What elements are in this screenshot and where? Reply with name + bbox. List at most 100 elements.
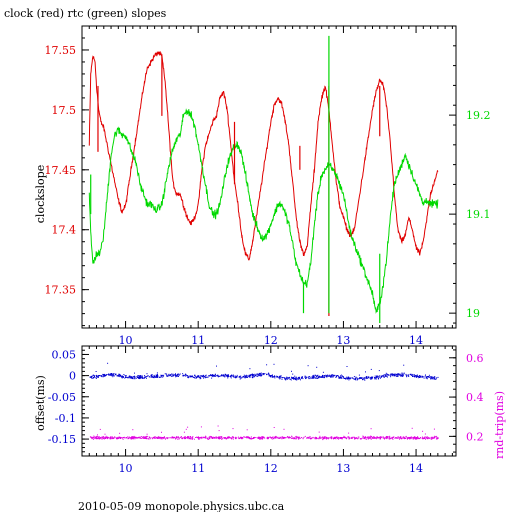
scatter-point-offset	[313, 375, 315, 377]
scatter-point-rnd-trip	[277, 437, 279, 439]
scatter-point-offset	[105, 375, 107, 376]
scatter-point-rnd-trip	[235, 436, 237, 438]
scatter-point-offset	[217, 374, 219, 376]
scatter-point-offset	[403, 373, 405, 375]
scatter-point-rnd-trip	[242, 437, 244, 439]
scatter-point-rnd-trip	[343, 437, 345, 438]
scatter-point-offset	[385, 372, 387, 374]
scatter-point-rnd-trip	[160, 436, 162, 438]
y-left-tick-label: 17.4	[52, 224, 77, 237]
scatter-point-rnd-trip	[391, 436, 393, 438]
scatter-point-offset	[366, 377, 368, 379]
scatter-point-rnd-trip	[397, 437, 399, 439]
scatter-point-offset	[245, 376, 247, 377]
scatter-point-offset	[135, 377, 137, 379]
scatter-point-rnd-trip	[119, 437, 121, 439]
scatter-point-rnd-trip	[104, 436, 106, 438]
y-left-tick-label: 17.5	[52, 104, 77, 117]
scatter-point-offset	[418, 376, 420, 378]
scatter-point-rnd-trip	[361, 437, 363, 439]
scatter-point-rnd-trip	[321, 437, 323, 439]
scatter-point-offset	[365, 378, 367, 380]
scatter-point-offset	[148, 376, 150, 378]
scatter-point-rnd-trip	[393, 436, 395, 438]
scatter-point-offset	[362, 377, 364, 379]
scatter-point-rnd-trip	[219, 437, 221, 439]
scatter-point-offset	[364, 379, 366, 381]
scatter-point-offset	[330, 374, 332, 376]
scatter-point-offset	[430, 376, 432, 378]
scatter-point-rnd-trip	[116, 438, 118, 440]
scatter-point-rnd-trip	[132, 438, 134, 440]
scatter-point-offset	[346, 377, 348, 379]
scatter-point-rnd-trip	[211, 437, 213, 438]
scatter-point-offset	[316, 375, 317, 377]
scatter-point-offset	[132, 377, 134, 379]
scatter-point-offset	[431, 376, 433, 378]
scatter-point-offset	[97, 375, 99, 377]
scatter-point-offset	[333, 375, 335, 377]
scatter-point-rnd-trip	[292, 437, 294, 439]
scatter-point-rnd-trip	[340, 437, 342, 439]
scatter-point-rnd-trip	[132, 436, 134, 438]
scatter-point-rnd-trip	[271, 438, 273, 440]
scatter-point-offset	[434, 378, 436, 380]
scatter-point-offset	[191, 375, 193, 377]
scatter-point-rnd-trip	[108, 437, 110, 439]
scatter-point-offset	[289, 376, 290, 378]
scatter-point-offset	[285, 379, 287, 381]
scatter-point-rnd-trip	[385, 436, 387, 438]
scatter-point-offset	[146, 373, 148, 375]
scatter-point-offset	[426, 376, 427, 378]
y-left-tick-label: 0.05	[52, 348, 77, 361]
scatter-point-rnd-trip	[319, 435, 321, 437]
scatter-point-offset	[398, 373, 400, 375]
scatter-point-offset	[337, 375, 339, 377]
scatter-point-offset	[344, 377, 346, 379]
scatter-point-offset	[107, 362, 109, 364]
scatter-point-offset	[300, 379, 301, 381]
scatter-point-rnd-trip	[367, 436, 369, 438]
scatter-point-offset	[112, 376, 114, 378]
scatter-point-offset	[260, 374, 262, 376]
y-left-tick-label: -0.05	[48, 391, 76, 404]
scatter-point-offset	[332, 374, 334, 376]
scatter-point-rnd-trip	[362, 437, 364, 439]
scatter-point-offset	[253, 375, 255, 377]
scatter-point-offset	[280, 375, 282, 377]
scatter-point-offset	[388, 374, 390, 376]
scatter-point-offset	[284, 377, 286, 379]
scatter-point-offset	[251, 374, 253, 376]
scatter-point-offset	[227, 377, 229, 379]
scatter-point-offset	[292, 377, 293, 379]
scatter-point-offset	[92, 375, 94, 377]
scatter-point-rnd-trip	[130, 438, 132, 439]
scatter-point-rnd-trip	[204, 437, 206, 439]
scatter-point-offset	[246, 375, 248, 377]
scatter-point-offset	[176, 375, 178, 377]
scatter-point-offset	[274, 377, 276, 379]
scatter-point-offset	[157, 375, 159, 377]
scatter-point-rnd-trip	[241, 437, 243, 438]
scatter-point-rnd-trip	[379, 436, 381, 438]
scatter-point-rnd-trip	[110, 436, 112, 438]
scatter-point-offset	[198, 376, 200, 378]
scatter-point-rnd-trip	[201, 436, 203, 438]
scatter-point-rnd-trip	[233, 436, 234, 438]
scatter-point-offset	[322, 371, 324, 373]
scatter-point-offset	[125, 376, 127, 378]
scatter-point-offset	[92, 374, 94, 376]
scatter-point-offset	[391, 373, 393, 375]
scatter-point-offset	[423, 376, 425, 378]
scatter-point-offset	[228, 375, 230, 377]
scatter-point-offset	[204, 376, 206, 378]
scatter-point-offset	[214, 374, 216, 376]
scatter-point-rnd-trip	[436, 438, 438, 440]
scatter-point-rnd-trip	[99, 438, 101, 440]
scatter-point-offset	[153, 376, 155, 378]
scatter-point-offset	[259, 374, 261, 376]
scatter-point-offset	[378, 375, 380, 377]
x-tick-label: 11	[191, 462, 205, 475]
scatter-point-rnd-trip	[219, 436, 221, 438]
scatter-point-offset	[120, 375, 122, 377]
